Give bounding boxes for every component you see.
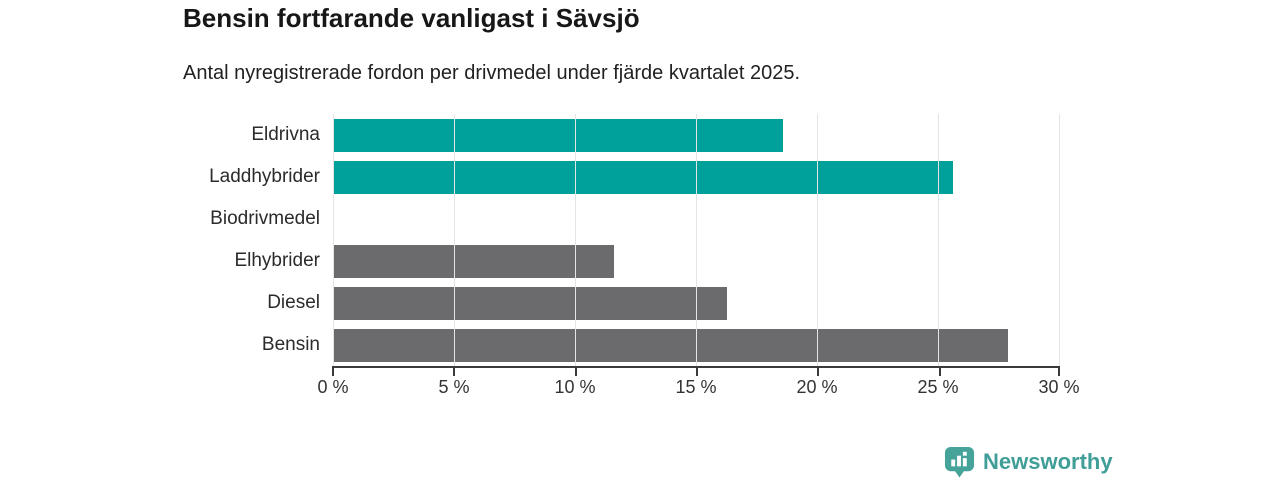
x-axis-ticks	[332, 366, 1060, 376]
gridline	[333, 114, 334, 366]
tick-label: 10 %	[554, 377, 596, 397]
tick-label: 20 %	[796, 377, 838, 397]
tick-mark	[453, 366, 456, 376]
tick-mark	[817, 366, 820, 376]
bar-laddhybrider	[333, 160, 953, 194]
bar-series	[333, 114, 1059, 366]
tick-mark	[574, 366, 577, 376]
bar-elhybrider	[333, 244, 614, 278]
bar-row	[333, 282, 1059, 324]
tick-mark	[1058, 366, 1060, 376]
bar-row	[333, 156, 1059, 198]
category-label: Diesel	[267, 292, 320, 313]
tick-label: 25 %	[917, 377, 959, 397]
bar-eldrivna	[333, 118, 784, 152]
category-label: Eldrivna	[251, 124, 320, 145]
bar-bensin	[333, 328, 1009, 362]
bar-row	[333, 114, 1059, 156]
chart-title: Bensin fortfarande vanligast i Sävsjö	[183, 3, 640, 33]
bar-row	[333, 324, 1059, 366]
category-label: Biodrivmedel	[210, 208, 320, 229]
category-label: Elhybrider	[234, 250, 320, 271]
gridline	[696, 114, 697, 366]
gridline	[817, 114, 818, 366]
tick-mark	[332, 366, 334, 376]
tick-mark	[938, 366, 941, 376]
x-axis-tick-labels: 0 % 5 % 10 % 15 % 20 % 25 % 30 %	[317, 377, 1079, 401]
bar-row	[333, 240, 1059, 282]
gridline	[938, 114, 939, 366]
bar-diesel	[333, 286, 728, 320]
category-axis: Eldrivna Laddhybrider Biodrivmedel Elhybrid…	[0, 114, 320, 366]
newsworthy-logo-text: Newsworthy	[983, 449, 1113, 474]
newsworthy-bar-chart-pin-icon	[944, 446, 975, 478]
category-label: Bensin	[261, 334, 320, 355]
tick-mark	[696, 366, 698, 376]
tick-label: 5 %	[438, 377, 470, 397]
gridline	[454, 114, 455, 366]
tick-label: 30 %	[1038, 377, 1080, 397]
chart-subtitle: Antal nyregistrerade fordon per drivmede…	[183, 62, 801, 84]
gridline	[575, 114, 576, 366]
tick-label: 0 %	[317, 377, 349, 397]
newsworthy-logo: Newsworthy	[944, 446, 1113, 478]
plot-area	[333, 114, 1060, 366]
category-label: Laddhybrider	[209, 166, 320, 187]
gridline	[1059, 114, 1060, 366]
tick-label: 15 %	[675, 377, 717, 397]
